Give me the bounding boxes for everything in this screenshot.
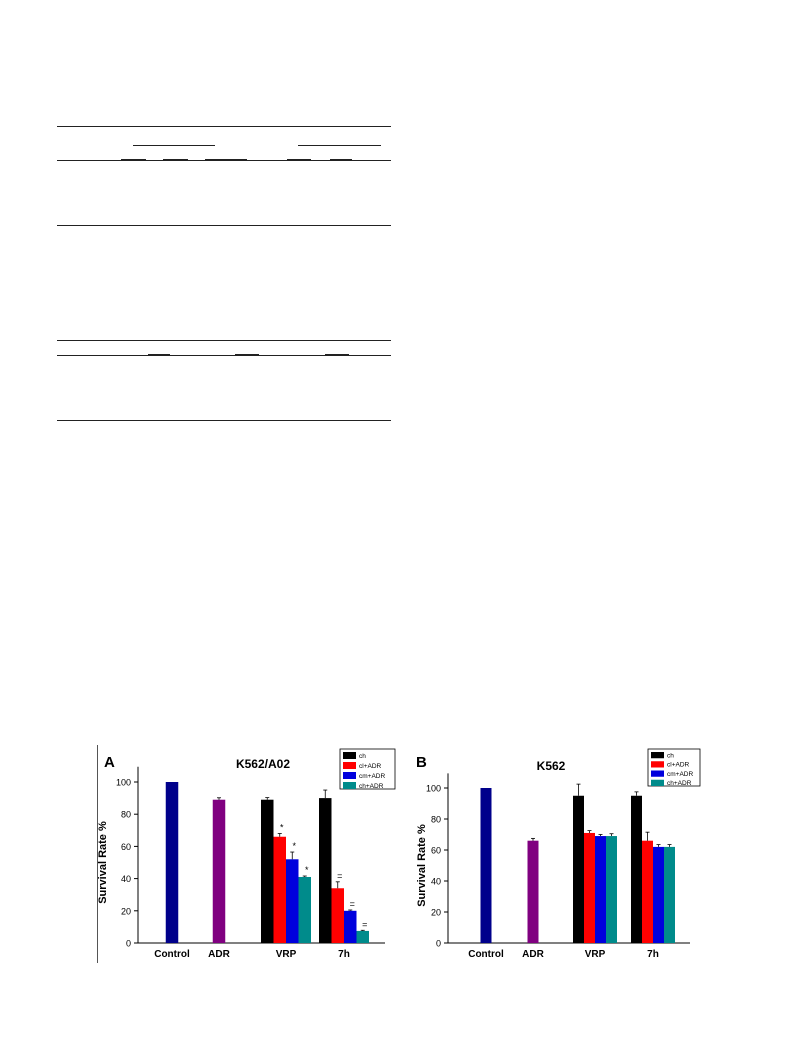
- table-2-header-rule: [57, 355, 391, 356]
- chart-title: K562: [537, 759, 566, 773]
- bar: [286, 859, 299, 943]
- significance-marker: *: [292, 841, 296, 851]
- y-tick-label: 0: [436, 939, 441, 949]
- legend-label: ch+ADR: [359, 783, 384, 790]
- y-axis-label: Survival Rate %: [97, 821, 109, 904]
- table-2-subheader-rule: [148, 354, 170, 355]
- legend-swatch: [343, 782, 356, 789]
- table-1-subheader-rule: [205, 159, 247, 160]
- significance-marker: *: [305, 865, 309, 875]
- legend-label: cm+ADR: [667, 771, 693, 778]
- bar: [273, 836, 286, 943]
- legend-swatch: [343, 762, 356, 769]
- category-label: Control: [468, 949, 504, 960]
- bar: [356, 930, 369, 943]
- bar: [480, 788, 492, 943]
- table-1-subheader-rule: [287, 159, 311, 160]
- legend-swatch: [651, 770, 664, 777]
- y-tick-label: 0: [126, 939, 131, 949]
- y-tick-label: 40: [121, 874, 131, 884]
- legend-label: cl+ADR: [667, 762, 690, 769]
- table-1-subheader-rule: [121, 159, 146, 160]
- legend-label: ch: [359, 753, 366, 760]
- bar: [584, 832, 595, 943]
- legend-label: ch+ADR: [667, 780, 692, 787]
- bar: [165, 782, 179, 943]
- y-tick-label: 20: [121, 906, 131, 916]
- table-2-top-rule: [57, 340, 391, 341]
- significance-marker: *: [280, 823, 284, 833]
- legend-label: cl+ADR: [359, 763, 382, 770]
- table-1-subheader-rule: [330, 159, 352, 160]
- y-tick-label: 80: [121, 810, 131, 820]
- bar: [527, 840, 539, 943]
- legend-swatch: [651, 779, 664, 786]
- panel-label: B: [416, 754, 427, 771]
- y-axis-label: Survival Rate %: [416, 824, 428, 907]
- table-1-top-rule: [57, 126, 391, 127]
- figure-left-border: [97, 745, 98, 963]
- y-tick-label: 40: [431, 877, 441, 887]
- table-1-header-rule: [57, 160, 391, 161]
- category-label: ADR: [522, 949, 544, 960]
- table-2-subheader-rule: [235, 354, 259, 355]
- significance-marker: =: [350, 899, 355, 909]
- bar: [631, 795, 642, 943]
- category-label: VRP: [276, 949, 297, 960]
- bar: [319, 798, 332, 943]
- legend-swatch: [343, 772, 356, 779]
- bar: [606, 836, 617, 943]
- category-label: 7h: [647, 949, 659, 960]
- bar: [664, 846, 675, 943]
- legend-swatch: [651, 752, 664, 759]
- table-2-subheader-rule: [325, 354, 349, 355]
- category-label: 7h: [338, 949, 350, 960]
- y-tick-label: 60: [121, 842, 131, 852]
- y-tick-label: 100: [426, 784, 441, 794]
- bar: [653, 846, 664, 943]
- chart-title: K562/A02: [236, 757, 290, 771]
- bar: [642, 840, 653, 943]
- y-tick-label: 20: [431, 908, 441, 918]
- legend-swatch: [343, 752, 356, 759]
- bar: [595, 836, 606, 943]
- bar: [344, 910, 357, 943]
- bar: [331, 888, 344, 943]
- table-1-subheader-rule: [163, 159, 188, 160]
- category-label: VRP: [585, 949, 606, 960]
- table-1-header-span-rule-left: [133, 145, 215, 146]
- legend-swatch: [651, 761, 664, 768]
- bar: [212, 799, 226, 943]
- category-label: Control: [154, 949, 190, 960]
- table-1-bottom-rule: [57, 225, 391, 226]
- table-1-header-span-rule-right: [298, 145, 381, 146]
- table-2-bottom-rule: [57, 420, 391, 421]
- panel-label: A: [104, 754, 115, 771]
- bar: [298, 876, 311, 943]
- significance-marker: =: [337, 871, 342, 881]
- category-label: ADR: [208, 949, 230, 960]
- y-tick-label: 100: [116, 778, 131, 788]
- bar: [261, 799, 274, 943]
- legend-label: ch: [667, 752, 674, 759]
- significance-marker: =: [362, 919, 367, 929]
- y-tick-label: 60: [431, 846, 441, 856]
- legend-label: cm+ADR: [359, 773, 385, 780]
- y-tick-label: 80: [431, 815, 441, 825]
- bar: [573, 795, 584, 943]
